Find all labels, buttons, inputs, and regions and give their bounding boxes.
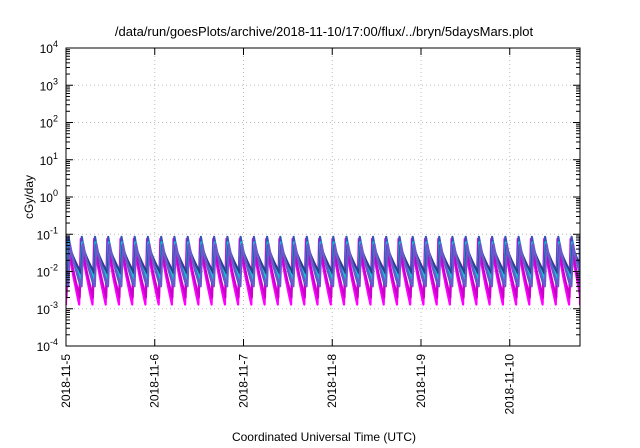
y-tick-label: 10-4 <box>37 337 58 354</box>
x-tick-label: 2018-11-7 <box>236 354 250 408</box>
x-tick-label: 2018-11-8 <box>325 354 339 408</box>
y-tick-label: 104 <box>40 39 58 56</box>
grid-lines <box>66 48 580 346</box>
x-tick-label: 2018-11-9 <box>414 354 428 408</box>
x-tick-label: 2018-11-5 <box>59 354 73 408</box>
x-axis-label: Coordinated Universal Time (UTC) <box>232 430 416 444</box>
data-series <box>66 235 580 306</box>
x-tick-label: 2018-11-6 <box>148 354 162 408</box>
y-axis-label: cGy/day <box>22 175 36 219</box>
y-tick-label: 100 <box>40 188 58 205</box>
y-tick-label: 10-3 <box>37 300 58 317</box>
series-line <box>66 242 580 288</box>
chart-title: /data/run/goesPlots/archive/2018-11-10/1… <box>115 24 534 39</box>
y-tick-label: 101 <box>40 151 58 168</box>
y-tick-label: 103 <box>40 76 58 93</box>
y-tick-label: 102 <box>40 114 58 131</box>
y-tick-label: 10-1 <box>37 225 58 242</box>
axes: 10-4 10-3 10-2 10-1 100 101 102 103 104 2018-11-5… <box>37 39 580 415</box>
y-tick-label: 10-2 <box>37 263 58 280</box>
x-tick-label: 2018-11-10 <box>503 354 517 415</box>
